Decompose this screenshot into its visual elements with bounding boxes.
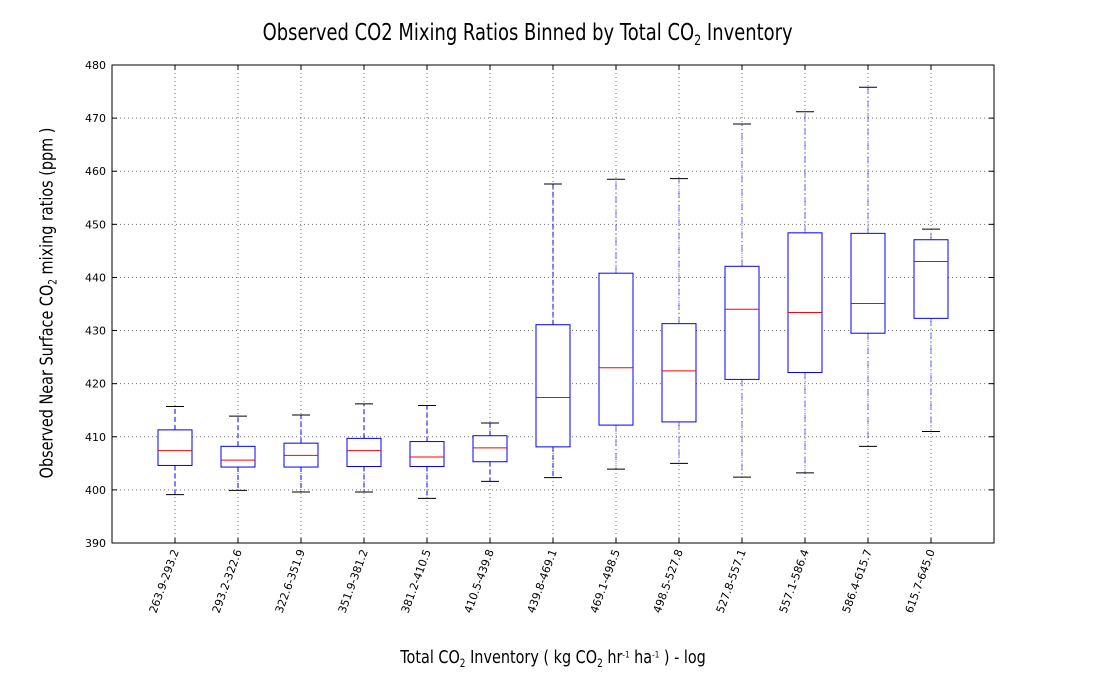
iqr-box	[850, 232, 886, 334]
box-586.4-615.7	[850, 86, 886, 447]
iqr-box	[220, 445, 256, 468]
iqr-box	[913, 239, 949, 319]
x-tick-label: 410.5-439.8	[462, 548, 497, 615]
y-tick-label: 400	[85, 484, 106, 497]
y-tick-label: 390	[85, 537, 106, 550]
box-469.1-498.5	[598, 178, 634, 470]
iqr-box	[724, 265, 760, 380]
iqr-box	[157, 429, 193, 466]
iqr-box	[787, 232, 823, 374]
box-615.7-645.0	[913, 228, 949, 432]
x-tick-label: 439.8-469.1	[525, 548, 560, 615]
x-tick-label: 557.1-586.4	[777, 548, 812, 615]
x-tick-label: 322.6-351.9	[273, 548, 308, 615]
y-tick-label: 450	[85, 218, 106, 231]
chart-title: Observed CO2 Mixing Ratios Binned by Tot…	[262, 20, 793, 49]
box-322.6-351.9	[283, 414, 319, 493]
x-tick-label: 498.5-527.8	[651, 548, 686, 615]
box-498.5-527.8	[661, 178, 697, 464]
iqr-box	[472, 435, 508, 463]
y-tick-label: 470	[85, 112, 106, 125]
box-410.5-439.8	[472, 422, 508, 482]
iqr-box	[409, 441, 445, 468]
x-tick-label: 381.2-410.5	[399, 548, 434, 615]
box-351.9-381.2	[346, 403, 382, 493]
y-tick-label: 440	[85, 271, 106, 284]
x-tick-label: 293.2-322.6	[210, 548, 245, 615]
x-axis-label: Total CO2 Inventory ( kg CO2 hr-1 ha-1 )…	[400, 647, 706, 670]
box-557.1-586.4	[787, 111, 823, 474]
box-381.2-410.5	[409, 404, 445, 499]
box-439.8-469.1	[535, 183, 571, 479]
iqr-box	[346, 437, 382, 468]
y-tick-label: 430	[85, 325, 106, 338]
x-tick-label: 615.7-645.0	[903, 548, 938, 615]
x-tick-label: 527.8-557.1	[714, 548, 749, 615]
x-tick-label: 586.4-615.7	[840, 548, 875, 615]
x-tick-label: 351.9-381.2	[336, 548, 371, 615]
y-ticks: 390 400 410 420 430 440 450 460 470 480	[85, 59, 994, 550]
y-tick-label: 410	[85, 431, 106, 444]
y-tick-label: 480	[85, 59, 106, 72]
iqr-box	[661, 323, 697, 423]
x-tick-label: 469.1-498.5	[588, 548, 623, 615]
iqr-box	[598, 272, 634, 426]
boxes	[157, 86, 949, 499]
y-tick-label: 420	[85, 378, 106, 391]
y-tick-label: 460	[85, 165, 106, 178]
box-263.9-293.2	[157, 406, 193, 496]
box-527.8-557.1	[724, 123, 760, 478]
box-293.2-322.6	[220, 415, 256, 491]
x-tick-label: 263.9-293.2	[147, 548, 182, 615]
iqr-box	[535, 324, 571, 448]
